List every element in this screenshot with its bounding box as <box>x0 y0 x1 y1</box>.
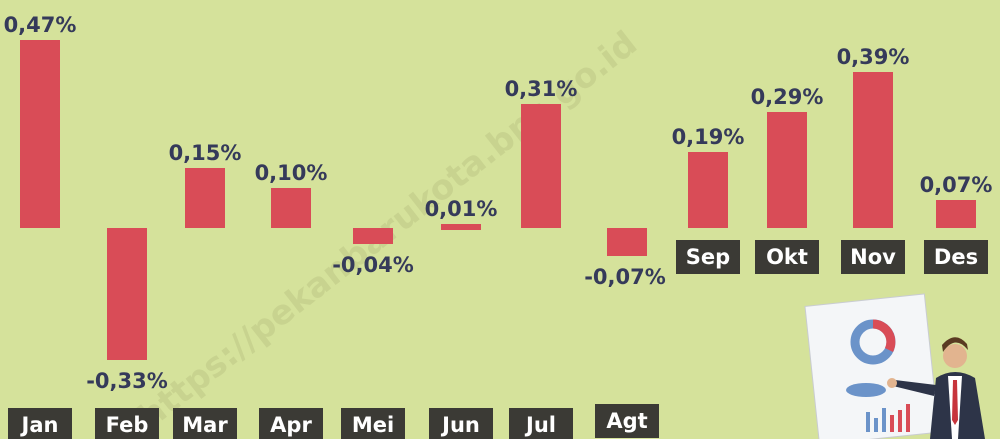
bar <box>271 188 311 228</box>
month-box <box>173 408 237 439</box>
x-tick-label: Mar <box>182 413 228 437</box>
month-label: Feb <box>95 408 159 439</box>
value-label: 0,07% <box>920 173 993 197</box>
month-box <box>8 408 72 439</box>
bar <box>441 224 481 230</box>
month-box <box>676 240 740 274</box>
value-label: 0,47% <box>4 13 77 37</box>
bar <box>767 112 807 228</box>
month-box <box>755 240 819 274</box>
value-label: 0,10% <box>255 161 328 185</box>
bar <box>20 40 60 228</box>
x-tick-label: Jan <box>20 413 59 437</box>
month-label: Okt <box>755 240 819 274</box>
x-tick-label: Sep <box>686 245 730 269</box>
bar <box>936 200 976 228</box>
bar <box>353 228 393 244</box>
value-label: -0,04% <box>332 253 414 277</box>
value-label: 0,19% <box>672 125 745 149</box>
month-box <box>341 408 405 439</box>
month-label: Agt <box>595 404 659 438</box>
month-box <box>259 408 323 439</box>
x-tick-label: Okt <box>766 245 808 269</box>
x-tick-label: Agt <box>606 409 647 433</box>
month-label: Mei <box>341 408 405 439</box>
value-label: -0,07% <box>584 265 666 289</box>
value-label: 0,01% <box>425 197 498 221</box>
month-box <box>509 408 573 439</box>
month-label: Jul <box>509 408 573 439</box>
x-tick-label: Jun <box>440 413 480 437</box>
month-label: Jun <box>429 408 493 439</box>
month-label: Jan <box>8 408 72 439</box>
month-box <box>924 240 988 274</box>
presenter-illustration <box>804 293 985 439</box>
bar <box>521 104 561 228</box>
month-label: Des <box>924 240 988 274</box>
value-label: 0,39% <box>837 45 910 69</box>
x-tick-label: Apr <box>270 413 312 437</box>
month-label: Nov <box>841 240 905 274</box>
value-label: 0,15% <box>169 141 242 165</box>
value-label: 0,29% <box>751 85 824 109</box>
month-label: Mar <box>173 408 237 439</box>
x-tick-label: Des <box>934 245 978 269</box>
bar <box>185 168 225 228</box>
month-box <box>595 404 659 438</box>
value-label: 0,31% <box>505 77 578 101</box>
month-box <box>841 240 905 274</box>
bar <box>688 152 728 228</box>
x-tick-label: Jul <box>524 413 556 437</box>
month-label: Apr <box>259 408 323 439</box>
month-box <box>429 408 493 439</box>
month-label: Sep <box>676 240 740 274</box>
bar <box>107 228 147 360</box>
x-tick-label: Nov <box>850 245 896 269</box>
bar <box>607 228 647 256</box>
x-tick-label: Feb <box>106 413 149 437</box>
bar <box>853 72 893 228</box>
x-tick-label: Mei <box>352 413 394 437</box>
value-label: -0,33% <box>86 369 168 393</box>
month-box <box>95 408 159 439</box>
